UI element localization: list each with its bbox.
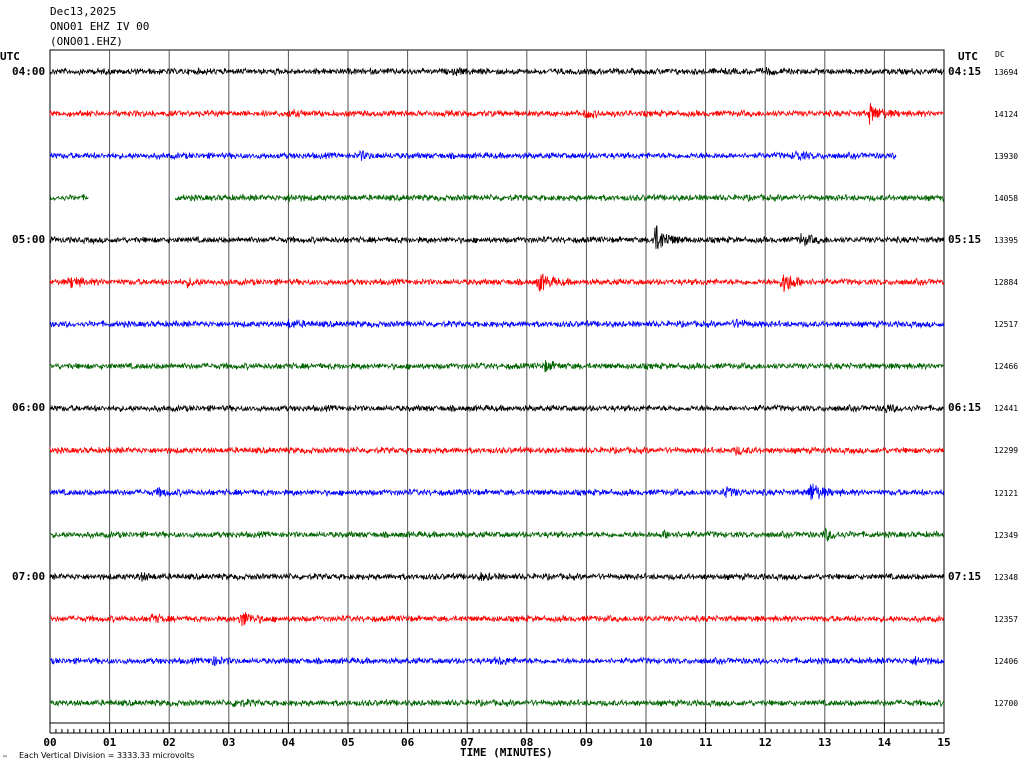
- x-axis-title: TIME (MINUTES): [460, 746, 553, 759]
- x-tick-label: 02: [162, 736, 176, 749]
- utc-right-label: UTC: [958, 50, 978, 63]
- right-time-label: 04:15: [948, 64, 982, 78]
- x-tick-label: 06: [400, 736, 415, 749]
- dc-value: 14124: [994, 109, 1019, 119]
- dc-value: 12406: [994, 656, 1019, 666]
- x-tick-label: 12: [758, 736, 772, 749]
- trace-row-3: [49, 194, 89, 202]
- left-time-label: 04:00: [12, 64, 46, 78]
- dc-value: 12348: [994, 572, 1019, 582]
- date-label: Dec13,2025: [50, 5, 117, 18]
- dc-value: 12121: [994, 488, 1019, 498]
- x-tick-label: 01: [102, 736, 117, 749]
- dc-value: 12357: [994, 614, 1019, 624]
- left-time-label: 05:00: [12, 232, 46, 246]
- trace-row-15: [49, 698, 945, 708]
- trace-row-6: [49, 318, 945, 329]
- trace-row-11: [49, 527, 945, 542]
- dc-value: 12517: [994, 320, 1019, 330]
- x-tick-label: 15: [937, 736, 951, 749]
- trace-row-9: [49, 445, 945, 456]
- right-time-label: 07:15: [948, 569, 982, 583]
- dc-value: 12700: [994, 699, 1019, 708]
- trace-row-13: [49, 611, 945, 627]
- dc-value: 13930: [994, 151, 1019, 161]
- x-tick-label: 09: [579, 736, 594, 749]
- x-tick-label: 00: [43, 736, 57, 749]
- trace-row-5: [49, 273, 945, 293]
- plot-frame: [49, 49, 945, 724]
- dc-value: 12441: [994, 404, 1019, 414]
- dc-value: 12466: [994, 362, 1019, 372]
- left-time-label: 07:00: [12, 569, 46, 583]
- x-tick-label: 05: [341, 736, 355, 749]
- trace-row-7: [49, 360, 945, 373]
- dc-value: 14058: [994, 193, 1019, 203]
- trace-row-12: [49, 571, 945, 582]
- x-tick-label: 13: [818, 736, 832, 749]
- vertical-division-note: Each Vertical Division = 3333.33 microvo…: [19, 751, 195, 760]
- x-tick-label: 10: [639, 736, 653, 749]
- x-tick-label: 03: [222, 736, 236, 749]
- trace-row-3: [174, 193, 945, 203]
- right-time-label: 06:15: [948, 401, 982, 415]
- dc-value: 12349: [994, 530, 1019, 540]
- trace-row-1: [49, 103, 945, 125]
- x-tick-label: 07: [460, 736, 474, 749]
- x-tick-label: 14: [877, 736, 892, 749]
- right-time-label: 05:15: [948, 232, 982, 246]
- x-tick-label: 11: [698, 736, 713, 749]
- dc-value: 12299: [994, 446, 1019, 456]
- trace-row-4: [49, 225, 945, 250]
- trace-row-8: [49, 403, 945, 414]
- station-code-label: (ONO01.EHZ): [50, 35, 123, 48]
- left-time-label: 06:00: [12, 401, 46, 415]
- dc-header-label: DC: [995, 50, 1005, 59]
- station-label: ONO01 EHZ IV 00: [50, 20, 150, 33]
- logo-mark: ™: [3, 755, 7, 762]
- dc-value: 12884: [994, 278, 1019, 287]
- trace-row-2: [49, 149, 897, 161]
- trace-row-0: [49, 66, 945, 77]
- trace-row-14: [49, 655, 945, 667]
- dc-value: 13694: [994, 67, 1019, 77]
- x-tick-label: 08: [520, 736, 534, 749]
- utc-left-label: UTC: [0, 50, 20, 63]
- x-tick-label: 04: [281, 736, 296, 749]
- dc-value: 13395: [994, 235, 1019, 245]
- trace-row-10: [49, 483, 945, 501]
